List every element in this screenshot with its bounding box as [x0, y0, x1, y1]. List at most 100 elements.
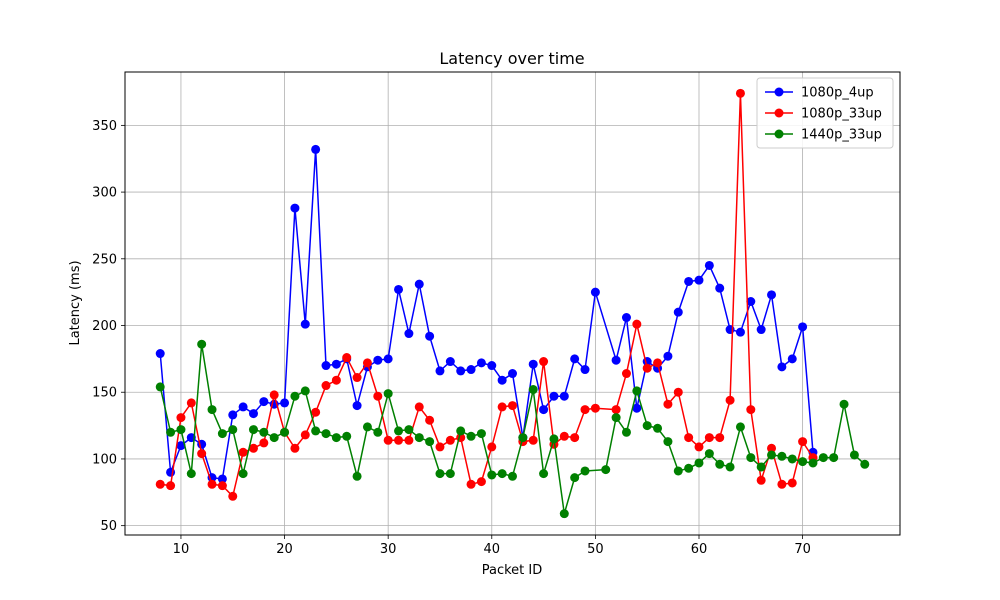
data-point-1440p-33up [476, 429, 486, 439]
data-point-1440p-33up [611, 413, 621, 423]
data-point-1440p-33up [321, 429, 331, 439]
data-point-1440p-33up [787, 454, 797, 464]
data-point-1080p-4up [663, 351, 673, 361]
legend-box [756, 77, 894, 149]
data-point-1080p-4up [590, 287, 600, 297]
data-point-1080p-4up [487, 361, 497, 371]
data-point-1080p-4up [549, 391, 559, 401]
data-point-1080p-33up [476, 477, 486, 487]
data-point-1080p-4up [632, 403, 642, 413]
data-point-1440p-33up [300, 386, 310, 396]
x-tick-label: 30 [380, 542, 397, 557]
data-point-1440p-33up [373, 427, 383, 437]
data-point-1440p-33up [653, 423, 663, 433]
legend-entry-1080p-4up: 1080p_4up [765, 86, 874, 101]
data-point-1440p-33up [725, 462, 735, 472]
data-point-1440p-33up [528, 385, 538, 395]
data-point-1440p-33up [342, 431, 352, 441]
data-point-1440p-33up [632, 386, 642, 396]
data-point-1080p-4up [456, 366, 466, 376]
data-point-1080p-4up [383, 354, 393, 364]
data-point-1080p-33up [580, 405, 590, 415]
data-point-1440p-33up [217, 429, 227, 439]
data-point-1440p-33up [694, 458, 704, 468]
data-point-1080p-4up [746, 296, 756, 306]
data-point-1440p-33up [570, 473, 580, 483]
y-tick-label: 100 [92, 452, 117, 467]
x-tick-label: 10 [173, 542, 190, 557]
data-point-1080p-4up [476, 358, 486, 368]
plot-frame [124, 71, 901, 536]
data-point-1080p-33up [673, 387, 683, 397]
data-point-1080p-4up [787, 354, 797, 364]
data-point-1080p-33up [404, 435, 414, 445]
data-point-1080p-33up [342, 353, 352, 363]
data-point-1440p-33up [767, 450, 777, 460]
legend-label-1440p-33up: 1440p_33up [801, 128, 882, 143]
data-point-1440p-33up [290, 391, 300, 401]
data-point-1080p-33up [166, 481, 176, 491]
x-tick-label: 20 [276, 542, 293, 557]
data-point-1440p-33up [663, 437, 673, 447]
series-1440p-33up [155, 339, 870, 519]
data-point-1080p-33up [207, 479, 217, 489]
data-point-1080p-33up [269, 390, 279, 400]
data-point-1440p-33up [404, 425, 414, 435]
data-point-1440p-33up [756, 462, 766, 472]
data-point-1080p-33up [155, 479, 165, 489]
data-point-1080p-33up [715, 433, 725, 443]
data-point-1080p-4up [311, 144, 321, 154]
data-point-1080p-4up [694, 275, 704, 285]
grid [125, 72, 900, 535]
data-point-1080p-4up [715, 283, 725, 293]
data-point-1440p-33up [684, 463, 694, 473]
data-point-1080p-4up [331, 359, 341, 369]
y-axis: 50 100 150 200 250 300 350 [92, 119, 125, 534]
data-point-1080p-33up [735, 88, 745, 98]
data-point-1080p-4up [539, 405, 549, 415]
data-point-1080p-4up [425, 331, 435, 341]
data-point-1080p-4up [611, 355, 621, 365]
data-point-1080p-4up [767, 290, 777, 300]
data-point-1440p-33up [818, 453, 828, 463]
data-point-1440p-33up [508, 471, 517, 481]
data-point-1080p-33up [321, 381, 331, 391]
data-point-1080p-33up [197, 449, 207, 459]
data-point-1440p-33up [155, 382, 165, 392]
data-point-1080p-33up [414, 402, 424, 412]
data-point-1080p-33up [352, 373, 362, 383]
data-point-1080p-33up [238, 447, 248, 457]
data-point-1080p-33up [373, 391, 383, 401]
data-point-1080p-33up [694, 442, 704, 452]
data-point-1080p-4up [684, 276, 694, 286]
data-point-1440p-33up [394, 426, 404, 436]
x-tick-label: 70 [794, 542, 811, 557]
data-point-1080p-4up [280, 398, 290, 408]
data-point-1080p-4up [259, 397, 269, 407]
legend-marker-1080p-33up [774, 108, 784, 118]
data-point-1080p-4up [394, 284, 404, 294]
data-point-1440p-33up [704, 449, 714, 459]
data-point-1440p-33up [487, 470, 497, 480]
data-point-1080p-4up [798, 322, 808, 332]
data-point-1440p-33up [207, 405, 217, 415]
data-point-1080p-33up [186, 398, 196, 408]
data-point-1080p-4up [300, 319, 310, 329]
data-point-1080p-33up [528, 435, 538, 445]
data-point-1080p-4up [621, 313, 631, 323]
y-tick-label: 150 [92, 386, 117, 401]
data-point-1080p-4up [217, 474, 227, 484]
x-axis: 10 20 30 40 50 60 70 [173, 535, 811, 557]
data-point-1440p-33up [580, 466, 590, 476]
data-point-1440p-33up [238, 469, 248, 479]
data-point-1440p-33up [176, 425, 186, 435]
data-point-1440p-33up [466, 431, 476, 441]
data-point-1080p-4up [352, 401, 362, 411]
data-point-1080p-33up [466, 479, 476, 489]
data-point-1080p-33up [787, 478, 797, 488]
data-point-1440p-33up [539, 469, 549, 479]
data-point-1080p-4up [559, 391, 569, 401]
data-point-1080p-33up [539, 357, 549, 367]
series-1080p-4up [155, 144, 818, 484]
legend-marker-1440p-33up [774, 129, 784, 139]
